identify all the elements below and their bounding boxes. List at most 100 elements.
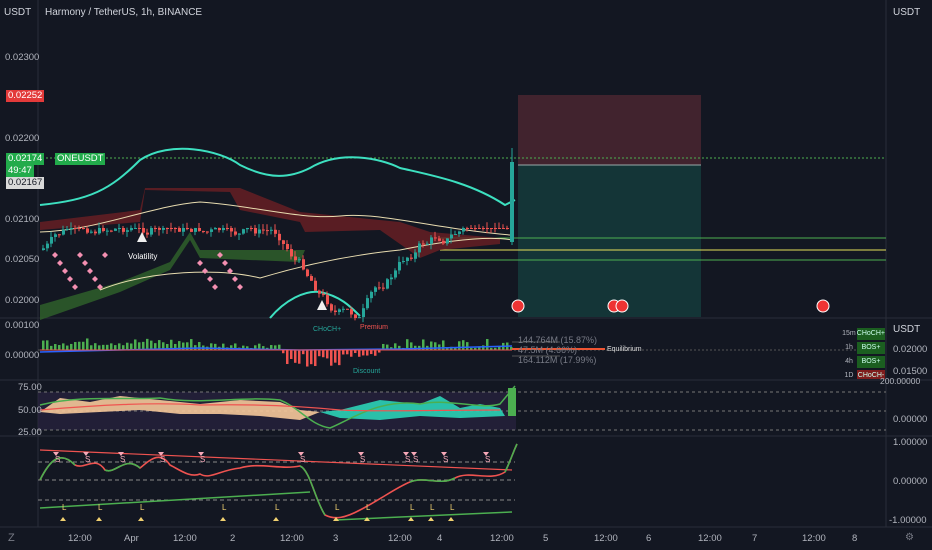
candle-body [170,228,173,229]
histogram-bar [146,338,149,350]
long-signal: L [140,503,145,512]
histogram-bar [94,343,97,350]
candle-body [194,228,197,232]
histogram-bar [334,350,337,363]
histogram-bar [474,347,477,350]
osc1-tick: 0.00100 [5,320,40,331]
histogram-bar [158,340,161,350]
volatility-label: Volatility [128,252,158,261]
candle-body [134,228,137,229]
timezone-icon[interactable]: Z [8,532,15,544]
histogram-bar [366,350,369,356]
histogram-bar [510,346,513,350]
long-signal: L [98,503,103,512]
candle-body [494,228,497,229]
long-signal-arrow [96,517,102,521]
candle-body [66,228,69,230]
histogram-bar [166,343,169,350]
left-currency-label: USDT [4,7,32,18]
short-signal-arrow [403,452,409,456]
candle-body [490,228,493,229]
histogram-bar [90,345,93,350]
candle-body [222,228,225,231]
mtf-row: 15m CHoCH+ [841,328,885,340]
histogram-bar [46,340,49,350]
time-tick: 12:00 [68,533,92,544]
long-signal-arrow [408,517,414,521]
histogram-bar [242,345,245,350]
price-tick: 0.02000 [5,295,40,306]
rsi-tick: 50.00 [18,405,42,416]
candle-body [386,279,389,289]
histogram-bar [462,340,465,350]
settings-icon[interactable]: ⚙ [905,532,914,543]
candle-body [166,228,169,229]
rsi-fill-teal [320,396,505,420]
candle-body [262,229,265,231]
symbol-title[interactable]: Harmony / TetherUS, 1h, BINANCE [45,7,203,18]
time-tick: 12:00 [280,533,304,544]
candle-body [466,228,469,229]
candle-body [298,259,301,261]
osc3-right-tick: 1.00000 [893,437,928,448]
diamond-marker [77,252,83,258]
histogram-bar [210,343,213,350]
short-signal: S [55,455,60,464]
candle-body [234,231,237,235]
long-signal: L [450,503,455,512]
candle-body [374,287,377,292]
histogram-bar [134,339,137,350]
histogram-bar [258,343,261,350]
candle-body [502,228,505,229]
histogram-bar [298,350,301,364]
take-profit-zone [518,165,701,317]
rsi-line-green [39,385,516,429]
histogram-bar [398,345,401,350]
candle-body [350,309,353,315]
histogram-bar [466,342,469,350]
price-tick: 0.02100 [5,214,40,225]
histogram-bar [410,342,413,350]
basis-line [39,201,511,236]
diamond-marker [212,284,218,290]
diamond-marker [52,252,58,258]
histogram-bar [354,350,357,354]
candle-body [370,291,373,299]
candle-body [334,310,337,312]
histogram-bar [78,341,81,350]
candle-body [458,231,461,234]
candle-body [450,234,453,239]
candle-body [358,317,361,319]
short-signal: S [443,455,448,464]
price-tick: 0.02300 [5,52,40,63]
candle-body [306,269,309,277]
event-flag-icon [816,299,830,313]
candle-body [126,230,129,232]
long-signal-arrow [273,517,279,521]
short-signal-arrow [83,452,89,456]
short-signal-arrow [53,452,59,456]
diamond-marker [87,268,93,274]
long-signal-arrow [138,517,144,521]
diamond-marker [92,276,98,282]
histogram-bar [122,345,125,350]
buy-triangle [137,232,147,242]
signal-markers: S S S S S S S S S S SL L L L L L L L L L [53,452,490,521]
short-signal: S [85,455,90,464]
candle-body [90,231,93,233]
histogram-bar [330,350,333,366]
candle-body [346,308,349,310]
long-signal-arrow [364,517,370,521]
candle-body [54,234,57,237]
candle-body [302,259,305,270]
histogram-bar [278,344,281,350]
time-tick: 6 [646,533,652,544]
candle-body [318,290,321,294]
candle-body [482,228,485,229]
histogram-bar [62,343,65,350]
long-signal: L [222,503,227,512]
candle-body [362,308,365,318]
time-tick: 12:00 [490,533,514,544]
candle-body [366,298,369,309]
